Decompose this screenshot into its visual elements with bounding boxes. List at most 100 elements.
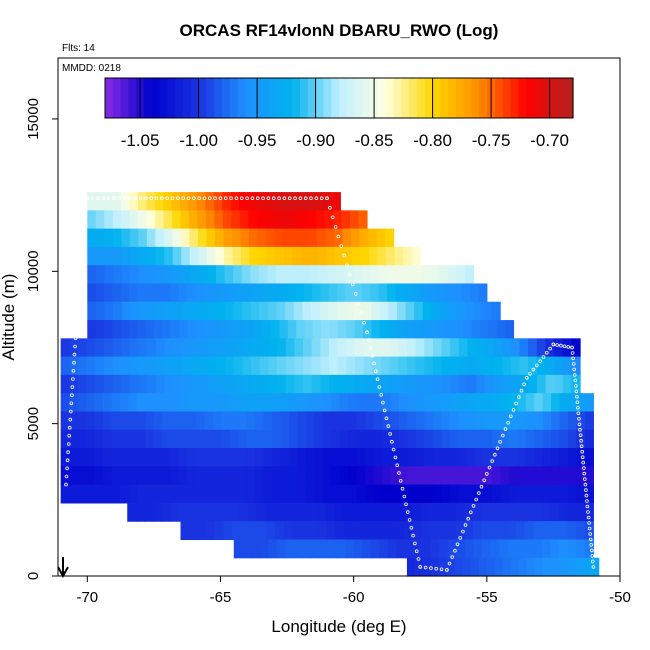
field-cell <box>164 246 174 266</box>
field-cell <box>441 356 451 376</box>
field-cell <box>483 429 493 449</box>
field-cell <box>438 521 448 541</box>
field-cell <box>317 246 327 266</box>
field-cell <box>363 374 373 394</box>
field-cell <box>283 246 293 266</box>
field-cell <box>413 265 423 285</box>
field-cell <box>342 228 352 248</box>
field-cell <box>241 265 251 285</box>
field-cell <box>508 466 518 486</box>
field-cell <box>467 338 477 358</box>
field-cell <box>507 521 517 541</box>
field-cell <box>317 502 327 522</box>
field-cell <box>95 301 106 321</box>
field-cell <box>121 246 131 266</box>
field-cell <box>163 192 173 211</box>
field-cell <box>153 429 163 449</box>
field-cell <box>95 192 105 211</box>
field-cell <box>403 283 413 303</box>
field-cell <box>300 228 310 248</box>
field-cell <box>412 521 422 541</box>
field-cell <box>112 228 122 248</box>
field-cell <box>422 265 432 285</box>
field-cell <box>77 484 87 504</box>
field-cell <box>138 246 148 266</box>
field-cell <box>369 246 379 266</box>
colorbar-swatch <box>307 78 317 118</box>
field-cell <box>237 320 247 339</box>
field-cell <box>77 356 88 376</box>
field-cell <box>346 338 356 358</box>
field-cell <box>255 448 265 467</box>
field-cell <box>307 210 317 230</box>
field-cell <box>559 484 569 504</box>
field-cell <box>322 429 332 449</box>
track-point <box>439 567 444 572</box>
field-cell <box>413 320 423 339</box>
field-cell <box>554 374 564 394</box>
field-cell <box>246 320 256 339</box>
field-cell <box>398 356 408 376</box>
field-cell <box>213 502 223 522</box>
field-cell <box>398 374 408 394</box>
field-cell <box>216 338 226 358</box>
field-cell <box>387 265 397 285</box>
field-cell <box>551 393 561 413</box>
colorbar-swatch <box>362 78 371 118</box>
track-point <box>224 196 228 201</box>
field-cell <box>356 466 366 486</box>
field-cell <box>95 210 105 230</box>
field-cell <box>398 393 408 413</box>
field-cell <box>155 246 165 266</box>
track-point <box>578 427 582 432</box>
field-cell <box>398 338 408 358</box>
field-cell <box>449 448 459 467</box>
colorbar-swatch <box>495 78 504 118</box>
field-cell <box>187 502 197 522</box>
field-cell <box>251 356 261 376</box>
track-point <box>498 440 502 444</box>
field-cell <box>406 557 416 577</box>
field-cell <box>212 484 222 504</box>
colorbar-swatch <box>549 78 558 118</box>
field-cell <box>86 356 96 376</box>
colorbar-swatch <box>183 78 192 118</box>
colorbar-tick-label: -0.85 <box>355 131 394 150</box>
field-cell <box>283 521 293 541</box>
field-cell <box>449 429 459 449</box>
field-cell <box>95 246 105 266</box>
field-cell <box>173 301 183 321</box>
field-cell <box>403 246 413 266</box>
field-cell <box>429 521 440 541</box>
field-cell <box>348 466 358 486</box>
field-cell <box>458 429 468 449</box>
field-cell <box>221 320 230 339</box>
field-cell <box>121 210 131 230</box>
track-point <box>580 455 585 460</box>
track-point <box>388 432 392 436</box>
field-cell <box>258 246 268 266</box>
track-point <box>582 471 587 476</box>
field-cell <box>255 466 265 486</box>
field-cell <box>288 448 299 467</box>
field-cell <box>436 283 446 303</box>
field-cell <box>467 356 477 376</box>
field-cell <box>322 411 332 431</box>
track-point <box>573 384 578 388</box>
field-cell <box>329 356 339 376</box>
field-cell <box>231 210 241 230</box>
track-point <box>538 359 542 364</box>
field-cell <box>302 301 312 321</box>
field-cell <box>528 356 538 376</box>
field-cell <box>457 301 467 321</box>
track-point <box>368 346 373 350</box>
track-point <box>391 447 396 452</box>
field-cell <box>267 301 278 321</box>
track-point <box>587 526 592 531</box>
field-cell <box>259 338 270 358</box>
field-cell <box>380 356 391 376</box>
curtain-field <box>60 192 600 577</box>
field-cell <box>258 265 269 285</box>
track-point <box>71 368 76 373</box>
field-cell <box>239 210 249 230</box>
